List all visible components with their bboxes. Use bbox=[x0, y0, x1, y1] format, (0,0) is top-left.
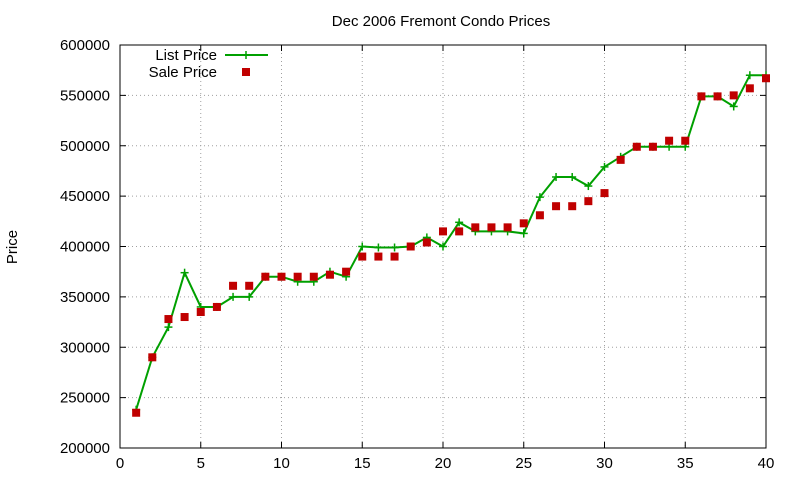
sale-price-point bbox=[261, 272, 270, 281]
sale-price-point bbox=[309, 272, 318, 281]
y-tick-label: 200000 bbox=[60, 440, 110, 457]
x-tick-label: 15 bbox=[354, 455, 371, 472]
list-price-point bbox=[519, 229, 528, 238]
sale-price-point bbox=[293, 272, 302, 281]
sale-price-point bbox=[745, 84, 754, 93]
list-price-point bbox=[729, 102, 738, 111]
sale-price-point bbox=[584, 197, 593, 206]
sale-price-point bbox=[519, 219, 528, 228]
y-axis-label: Price bbox=[4, 230, 21, 264]
list-price-point bbox=[535, 193, 544, 202]
list-price-point bbox=[584, 182, 593, 191]
plot-frame bbox=[119, 44, 767, 449]
sale-price-point bbox=[600, 189, 609, 198]
sale-price-point bbox=[212, 302, 221, 311]
y-tick-label: 500000 bbox=[60, 138, 110, 155]
sale-price-point bbox=[358, 252, 367, 261]
sale-price-point bbox=[439, 227, 447, 236]
list-price-point bbox=[745, 71, 754, 80]
list-price-point bbox=[600, 162, 609, 171]
sale-price-point bbox=[648, 142, 657, 151]
y-tick-label: 450000 bbox=[60, 188, 110, 205]
sale-price-point bbox=[665, 136, 674, 145]
sale-price-point bbox=[503, 223, 512, 232]
sale-price-point bbox=[277, 272, 286, 281]
list-price-point bbox=[358, 242, 367, 251]
list-price-point bbox=[439, 242, 447, 251]
x-tick-label: 5 bbox=[197, 455, 205, 472]
list-price-point bbox=[455, 218, 464, 227]
x-tick-label: 10 bbox=[273, 455, 290, 472]
sale-price-point bbox=[697, 92, 706, 101]
sale-price-point bbox=[632, 142, 641, 151]
list-price-point bbox=[180, 268, 189, 277]
list-price-point bbox=[552, 172, 561, 181]
list-price-point bbox=[568, 172, 577, 181]
chart-title: Dec 2006 Fremont Condo Prices bbox=[332, 13, 550, 30]
sale-price-point bbox=[148, 353, 157, 362]
legend-label: Sale Price bbox=[149, 64, 217, 81]
sale-price-point bbox=[374, 252, 383, 261]
sale-price-point bbox=[229, 281, 238, 290]
sale-price-point bbox=[552, 202, 561, 211]
sale-price-point bbox=[422, 238, 431, 247]
legend-label: List Price bbox=[155, 47, 217, 64]
sale-price-point bbox=[729, 91, 738, 100]
sale-price-point bbox=[180, 313, 189, 322]
sale-price-point bbox=[681, 136, 690, 145]
axis-ticks: 0 5 10 15 20 25 30 35 40 200000 250000 300000 350000… bbox=[60, 37, 774, 472]
sale-price-point bbox=[406, 242, 415, 251]
y-tick-label: 600000 bbox=[60, 37, 110, 54]
y-tick-label: 350000 bbox=[60, 289, 110, 306]
list-price-line bbox=[135, 74, 766, 411]
list-price-point bbox=[245, 292, 254, 301]
sale-price-point bbox=[342, 267, 351, 276]
y-tick-label: 250000 bbox=[60, 390, 110, 407]
y-tick-label: 400000 bbox=[60, 239, 110, 256]
x-tick-label: 40 bbox=[758, 455, 775, 472]
sale-price-point bbox=[196, 307, 205, 316]
list-price-point bbox=[164, 323, 173, 332]
sale-price-point bbox=[762, 74, 770, 83]
sale-price-point bbox=[568, 202, 577, 211]
sale-price-point bbox=[471, 223, 480, 232]
x-tick-label: 35 bbox=[677, 455, 694, 472]
x-tick-label: 0 bbox=[116, 455, 124, 472]
sale-price-point bbox=[245, 281, 254, 290]
sale-price-point bbox=[325, 270, 334, 279]
sale-price-point bbox=[164, 315, 173, 324]
sale-price-point bbox=[132, 408, 141, 417]
x-tick-label: 25 bbox=[515, 455, 532, 472]
legend-swatch-marker bbox=[242, 51, 250, 59]
y-tick-label: 550000 bbox=[60, 87, 110, 104]
list-price-point bbox=[374, 243, 383, 252]
y-tick-label: 300000 bbox=[60, 339, 110, 356]
series-layer bbox=[132, 71, 770, 417]
x-tick-label: 20 bbox=[435, 455, 452, 472]
x-tick-label: 30 bbox=[596, 455, 613, 472]
list-price-point bbox=[390, 243, 399, 252]
sale-price-point bbox=[487, 223, 496, 232]
sale-price-point bbox=[713, 92, 722, 101]
sale-price-point bbox=[455, 227, 464, 236]
legend-swatch-square bbox=[242, 68, 250, 76]
list-price-point bbox=[229, 292, 238, 301]
sale-price-point bbox=[616, 155, 625, 164]
sale-price-point bbox=[390, 252, 399, 261]
sale-price-point bbox=[535, 211, 544, 220]
